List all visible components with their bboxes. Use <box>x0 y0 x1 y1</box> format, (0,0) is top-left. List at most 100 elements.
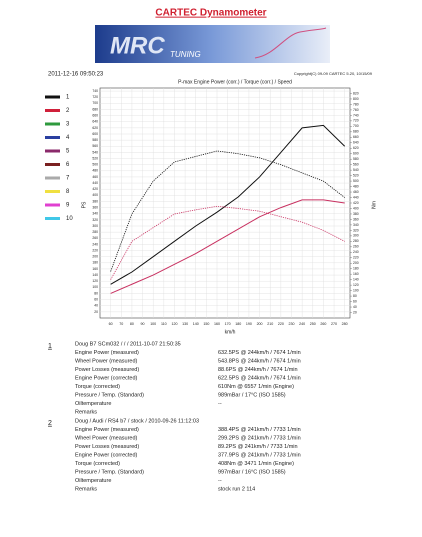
y-tick-label: 720 <box>92 95 98 99</box>
run-number: 2 <box>48 420 52 427</box>
row-label: Power Losses (measured) <box>75 444 139 450</box>
row-value: 88.6PS @ 244km/h / 7674 1/min <box>218 367 298 373</box>
x-tick-label: 110 <box>161 322 167 326</box>
y-tick-label: 180 <box>92 261 98 265</box>
y2-tick-label: 20 <box>353 310 357 314</box>
y-tick-label: 600 <box>92 132 98 136</box>
row-value: 610Nm @ 6557 1/min (Engine) <box>218 384 294 390</box>
y-tick-label: 300 <box>92 224 98 228</box>
legend-label: 9 <box>66 203 70 209</box>
y2-tick-label: 220 <box>353 256 359 260</box>
y-tick-label: 400 <box>92 193 98 197</box>
y-tick-label: 40 <box>94 304 98 308</box>
y-tick-label: 620 <box>92 126 98 130</box>
y2-tick-label: 520 <box>353 174 359 178</box>
y2-tick-label: 500 <box>353 179 359 183</box>
y2-tick-label: 300 <box>353 234 359 238</box>
logo-mark: MRC <box>110 32 165 59</box>
legend-label: 4 <box>66 135 70 141</box>
row-value: 89.2PS @ 241km/h / 7733 1/min <box>218 444 298 450</box>
y-tick-label: 700 <box>92 101 98 105</box>
x-tick-label: 170 <box>225 322 231 326</box>
y2-tick-label: 740 <box>353 113 359 117</box>
x-tick-label: 60 <box>109 322 113 326</box>
y2-tick-label: 360 <box>353 217 359 221</box>
y-tick-label: 140 <box>92 273 98 277</box>
row-label: Engine Power (measured) <box>75 427 139 433</box>
row-label: Pressure / Temp. (Standard) <box>75 392 144 398</box>
y2-tick-label: 620 <box>353 146 359 150</box>
series-line <box>110 150 345 272</box>
x-tick-label: 90 <box>141 322 145 326</box>
chart-title: P-max Engine Power (corr.) / Torque (cor… <box>178 79 292 85</box>
row-value: -- <box>218 401 222 407</box>
y-tick-label: 100 <box>92 285 98 289</box>
row-label: Remarks <box>75 486 97 492</box>
y2-tick-label: 40 <box>353 305 357 309</box>
y2-tick-label: 760 <box>353 108 359 112</box>
row-value: 408Nm @ 3471 1/min (Engine) <box>218 461 294 467</box>
y-tick-label: 320 <box>92 218 98 222</box>
y-tick-label: 580 <box>92 138 98 142</box>
row-value: 622.5PS @ 244km/h / 7674 1/min <box>218 375 301 381</box>
x-tick-label: 240 <box>299 322 305 326</box>
timestamp: 2011-12-16 09:50:23 <box>48 72 104 78</box>
y2-tick-label: 320 <box>353 228 359 232</box>
y-tick-label: 160 <box>92 267 98 271</box>
row-label: Engine Power (measured) <box>75 350 139 356</box>
y-tick-label: 340 <box>92 212 98 216</box>
logo-banner <box>95 25 330 63</box>
y2-tick-label: 580 <box>353 157 359 161</box>
y2-tick-label: 460 <box>353 190 359 194</box>
y-tick-label: 460 <box>92 175 98 179</box>
y2-tick-label: 480 <box>353 184 359 188</box>
y2-tick-label: 560 <box>353 163 359 167</box>
y-tick-label: 540 <box>92 150 98 154</box>
y2-tick-label: 800 <box>353 97 359 101</box>
y2-tick-label: 80 <box>353 294 357 298</box>
y2-tick-label: 260 <box>353 245 359 249</box>
row-value: 388.4PS @ 241km/h / 7733 1/min <box>218 427 301 433</box>
x-tick-label: 80 <box>130 322 134 326</box>
row-value: stock run 2 114 <box>218 486 255 492</box>
x-tick-label: 130 <box>182 322 188 326</box>
y2-tick-label: 340 <box>353 223 359 227</box>
y2-tick-label: 120 <box>353 283 359 287</box>
x-tick-label: 280 <box>342 322 348 326</box>
legend-label: 10 <box>66 216 73 222</box>
y2-tick-label: 640 <box>353 141 359 145</box>
y-tick-label: 280 <box>92 230 98 234</box>
x-tick-label: 160 <box>214 322 220 326</box>
row-label: Power Losses (measured) <box>75 367 139 373</box>
y-tick-label: 440 <box>92 181 98 185</box>
y2-tick-label: 280 <box>353 239 359 243</box>
row-label: Torque (corrected) <box>75 461 120 467</box>
legend-label: 2 <box>66 108 70 114</box>
x-tick-label: 100 <box>150 322 156 326</box>
y-axis-label: PS <box>81 201 87 208</box>
legend-label: 5 <box>66 149 70 155</box>
row-label: Engine Power (corrected) <box>75 452 138 458</box>
copyright: Copyright(C) 09-09 CARTEC 5.20, 10/15/09 <box>294 71 373 76</box>
y-tick-label: 560 <box>92 144 98 148</box>
y2-tick-label: 60 <box>353 299 357 303</box>
legend-label: 7 <box>66 176 70 182</box>
row-value: 997mBar / 16°C (ISO 1585) <box>218 469 286 475</box>
row-value: 632.5PS @ 244km/h / 7674 1/min <box>218 350 301 356</box>
y-tick-label: 20 <box>94 310 98 314</box>
y2-tick-label: 200 <box>353 261 359 265</box>
x-tick-label: 150 <box>203 322 209 326</box>
row-value: 299.2PS @ 241km/h / 7733 1/min <box>218 435 301 441</box>
y-tick-label: 240 <box>92 242 98 246</box>
y-tick-label: 500 <box>92 163 98 167</box>
y2-tick-label: 700 <box>353 124 359 128</box>
x-tick-label: 250 <box>310 322 316 326</box>
y2-tick-label: 540 <box>353 168 359 172</box>
run-number: 1 <box>48 343 52 350</box>
y2-tick-label: 380 <box>353 212 359 216</box>
y-tick-label: 520 <box>92 156 98 160</box>
y-tick-label: 260 <box>92 236 98 240</box>
x-tick-label: 260 <box>320 322 326 326</box>
x-tick-label: 180 <box>235 322 241 326</box>
